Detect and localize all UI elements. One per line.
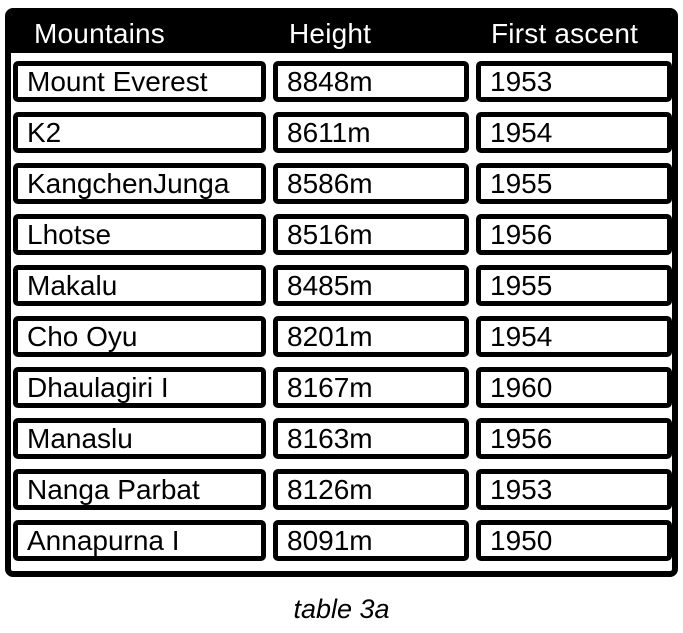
column-header-first-ascent: First ascent <box>491 17 639 49</box>
height-cell: 8611m <box>273 112 469 153</box>
mountain-cell: Mount Everest <box>13 61 266 102</box>
first-ascent-cell: 1956 <box>476 214 672 255</box>
table-row: Makalu 8485m 1955 <box>13 265 672 306</box>
table-row: Cho Oyu 8201m 1954 <box>13 316 672 357</box>
mountains-table: Mountains Height First ascent Mount Ever… <box>5 8 678 577</box>
table-row: Annapurna I 8091m 1950 <box>13 520 672 561</box>
height-cell: 8848m <box>273 61 469 102</box>
mountain-cell: KangchenJunga <box>13 163 266 204</box>
height-cell: 8201m <box>273 316 469 357</box>
table-row: Manaslu 8163m 1956 <box>13 418 672 459</box>
height-cell: 8485m <box>273 265 469 306</box>
first-ascent-cell: 1960 <box>476 367 672 408</box>
table-row: Lhotse 8516m 1956 <box>13 214 672 255</box>
first-ascent-cell: 1953 <box>476 469 672 510</box>
table-row: Nanga Parbat 8126m 1953 <box>13 469 672 510</box>
table-row: Dhaulagiri I 8167m 1960 <box>13 367 672 408</box>
mountain-cell: Dhaulagiri I <box>13 367 266 408</box>
first-ascent-cell: 1954 <box>476 112 672 153</box>
height-cell: 8586m <box>273 163 469 204</box>
column-header-mountains: Mountains <box>34 17 165 49</box>
table-caption: table 3a <box>293 594 390 624</box>
table-row: Mount Everest 8848m 1953 <box>13 61 672 102</box>
first-ascent-cell: 1955 <box>476 265 672 306</box>
first-ascent-cell: 1954 <box>476 316 672 357</box>
mountain-cell: Manaslu <box>13 418 266 459</box>
height-cell: 8163m <box>273 418 469 459</box>
mountain-cell: Lhotse <box>13 214 266 255</box>
first-ascent-cell: 1956 <box>476 418 672 459</box>
height-cell: 8167m <box>273 367 469 408</box>
height-cell: 8091m <box>273 520 469 561</box>
table-row: K2 8611m 1954 <box>13 112 672 153</box>
table-row: KangchenJunga 8586m 1955 <box>13 163 672 204</box>
height-cell: 8516m <box>273 214 469 255</box>
mountain-cell: Nanga Parbat <box>13 469 266 510</box>
mountain-cell: Annapurna I <box>13 520 266 561</box>
first-ascent-cell: 1953 <box>476 61 672 102</box>
height-cell: 8126m <box>273 469 469 510</box>
table-header-row: Mountains Height First ascent <box>11 14 672 53</box>
mountain-cell: K2 <box>13 112 266 153</box>
mountain-cell: Makalu <box>13 265 266 306</box>
mountain-cell: Cho Oyu <box>13 316 266 357</box>
first-ascent-cell: 1950 <box>476 520 672 561</box>
column-header-height: Height <box>289 17 372 49</box>
table-body: Mount Everest 8848m 1953 K2 8611m 1954 K… <box>11 53 672 561</box>
first-ascent-cell: 1955 <box>476 163 672 204</box>
